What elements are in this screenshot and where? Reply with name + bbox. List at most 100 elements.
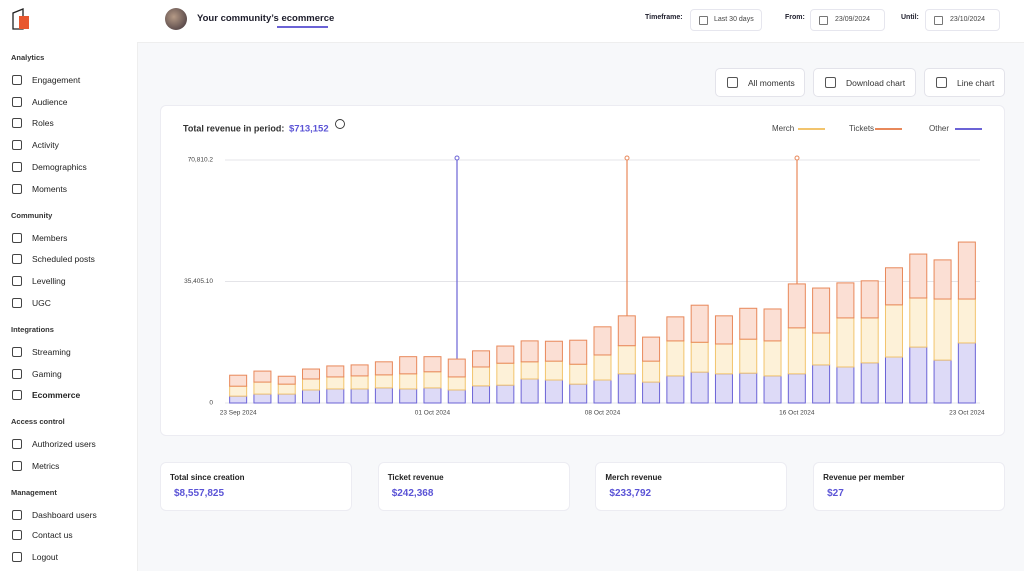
- until-date[interactable]: 23/10/2024: [925, 9, 1000, 31]
- info-icon[interactable]: [335, 119, 345, 129]
- stat-card: Total since creation $8,557,825: [160, 462, 352, 511]
- bar-segment: [787, 373, 806, 404]
- bar-segment: [739, 338, 758, 374]
- nav-icon: [12, 140, 22, 151]
- x-tick-label: 23 Oct 2024: [949, 410, 985, 417]
- x-tick-label: 01 Oct 2024: [415, 410, 451, 417]
- header: Your community’s ecommerce Timeframe: La…: [137, 0, 1024, 43]
- bar-segment: [690, 304, 709, 343]
- bar-segment: [884, 356, 903, 404]
- bar-segment: [642, 336, 661, 362]
- bar-segment: [617, 373, 636, 404]
- nav-icon: [12, 232, 22, 243]
- from-date[interactable]: 23/09/2024: [810, 9, 885, 31]
- nav-item[interactable]: Ecommerce: [32, 390, 81, 401]
- bar-segment: [933, 359, 952, 404]
- stat-card: Ticket revenue $242,368: [377, 462, 570, 511]
- button-label: Line chart: [957, 78, 995, 88]
- bar-segment: [909, 253, 928, 299]
- chart-title: Total revenue in period:: [183, 123, 284, 133]
- bar-segment: [350, 388, 369, 404]
- bar-segment: [787, 327, 806, 375]
- nav-item[interactable]: Activity: [32, 140, 59, 151]
- bar-segment: [763, 375, 782, 404]
- bar-segment: [666, 375, 685, 404]
- nav-item[interactable]: UGC: [32, 298, 51, 308]
- bar-segment: [860, 362, 879, 404]
- nav-item[interactable]: Roles: [32, 118, 54, 129]
- nav-item[interactable]: Engagement: [32, 74, 81, 85]
- nav-item[interactable]: Levelling: [32, 276, 66, 287]
- bar-segment: [787, 283, 806, 329]
- bar-segment: [496, 345, 515, 364]
- toolbar-button[interactable]: Download chart: [813, 68, 916, 97]
- nav-icon: [12, 461, 22, 471]
- bar-segment: [714, 373, 733, 404]
- toolbar-button[interactable]: All moments: [715, 68, 805, 97]
- nav-item[interactable]: Audience: [32, 96, 68, 107]
- bar-segment: [496, 384, 515, 404]
- nav-item[interactable]: Demographics: [32, 162, 87, 172]
- bar-segment: [302, 389, 321, 404]
- bar-segment: [593, 354, 612, 381]
- bar-segment: [423, 371, 442, 389]
- stat-label: Ticket revenue: [387, 473, 444, 482]
- section-title: Integrations: [11, 325, 54, 334]
- moment-dot: [454, 155, 460, 161]
- bar-segment: [253, 381, 272, 395]
- bar-segment: [374, 361, 393, 376]
- title-underline: [277, 26, 328, 28]
- bar-segment: [399, 356, 418, 375]
- bar-segment: [739, 372, 758, 404]
- nav-item[interactable]: Streaming: [32, 346, 71, 357]
- button-icon: [825, 77, 836, 88]
- stat-label: Merch revenue: [605, 473, 662, 482]
- nav-icon: [12, 390, 22, 401]
- timeframe-select[interactable]: Last 30 days: [690, 9, 762, 31]
- nav-item[interactable]: Scheduled posts: [32, 254, 95, 265]
- nav-item[interactable]: Contact us: [32, 530, 73, 540]
- nav-item[interactable]: Moments: [32, 183, 67, 194]
- nav-item[interactable]: Authorized users: [32, 439, 96, 450]
- bar-segment: [399, 373, 418, 390]
- bar-segment: [520, 378, 539, 404]
- y-tick-label: 35,405.10: [184, 278, 213, 285]
- nav-icon: [12, 530, 22, 540]
- nav-item[interactable]: Logout: [32, 552, 58, 562]
- sidebar: Analytics Engagement Audience Roles Activity…: [0, 0, 138, 571]
- bar-segment: [569, 363, 588, 385]
- stat-value: $8,557,825: [174, 488, 225, 499]
- bar-segment: [277, 383, 296, 395]
- stat-value: $27: [827, 488, 844, 499]
- bar-segment: [957, 241, 976, 300]
- toolbar-button[interactable]: Line chart: [924, 68, 1005, 97]
- bar-segment: [714, 315, 733, 345]
- timeframe-label: Timeframe:: [645, 14, 683, 21]
- bar-segment: [399, 388, 418, 404]
- button-icon: [936, 77, 947, 88]
- stat-card: Revenue per member $27: [813, 462, 1006, 511]
- bar-segment: [739, 307, 758, 340]
- nav-icon: [12, 96, 22, 107]
- legend-label: Tickets: [849, 124, 874, 133]
- nav-item[interactable]: Gaming: [32, 368, 62, 379]
- bar-segment: [229, 374, 248, 387]
- bar-segment: [302, 368, 321, 380]
- nav-icon: [12, 439, 22, 450]
- bar-segment: [544, 360, 563, 381]
- bar-segment: [544, 340, 563, 362]
- nav-item[interactable]: Metrics: [32, 461, 60, 471]
- legend-label: Other: [929, 124, 949, 133]
- stat-label: Total since creation: [170, 473, 245, 482]
- button-icon: [727, 77, 738, 88]
- nav-item[interactable]: Members: [32, 232, 68, 243]
- bar-segment: [593, 379, 612, 404]
- y-tick-label: 0: [209, 400, 213, 407]
- nav-icon: [12, 552, 22, 562]
- nav-item[interactable]: Dashboard users: [32, 509, 97, 520]
- section-title: Management: [11, 488, 57, 497]
- bar-segment: [860, 280, 879, 319]
- bar-segment: [350, 375, 369, 390]
- bar-segment: [253, 370, 272, 383]
